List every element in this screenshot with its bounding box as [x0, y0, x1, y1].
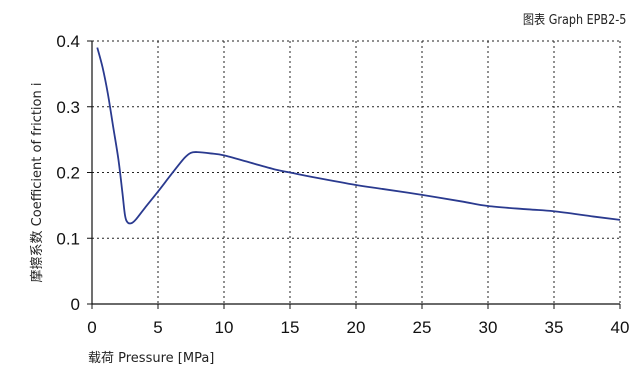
series [96, 47, 621, 225]
y-tick-label: 0.1 [56, 229, 80, 248]
x-tick-label: 35 [545, 318, 564, 337]
ticks: 0 5 10 15 20 25 30 35 40 0 0.1 0.2 0.3 0.4 [56, 32, 629, 337]
y-tick-label: 0.3 [56, 98, 80, 117]
x-tick-label: 30 [479, 318, 498, 337]
grid [92, 40, 621, 304]
chart-caption: 图表 Graph EPB2-5 [522, 13, 626, 28]
x-tick-label: 10 [215, 318, 234, 337]
x-axis-label: 载荷 Pressure [MPa] [88, 351, 214, 366]
x-tick-label: 15 [281, 318, 300, 337]
y-tick-label: 0.4 [56, 32, 80, 51]
y-tick-label: 0.2 [56, 164, 80, 183]
y-tick-label: 0 [71, 295, 80, 314]
x-tick-label: 40 [611, 318, 630, 337]
x-tick-label: 20 [347, 318, 366, 337]
x-tick-label: 5 [153, 318, 162, 337]
x-tick-label: 25 [413, 318, 432, 337]
y-axis-label: 摩擦系数 Coefficient of friction i [29, 83, 45, 283]
x-tick-label: 0 [87, 318, 96, 337]
series-line [96, 47, 621, 225]
